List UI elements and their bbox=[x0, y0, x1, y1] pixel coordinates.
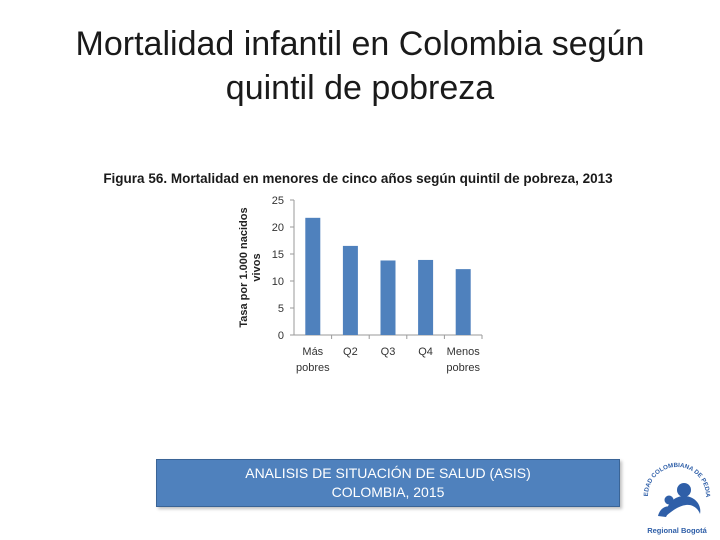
y-axis-label-line: Tasa por 1.000 nacidos bbox=[238, 207, 250, 327]
bar-2 bbox=[342, 245, 358, 335]
x-tick-label-line: pobres bbox=[296, 362, 330, 374]
logo-figure-large-head-icon bbox=[677, 483, 691, 497]
logo-figure-small-head-icon bbox=[664, 495, 674, 505]
x-tick-label: Q3 bbox=[381, 346, 396, 358]
y-axis-label-line: vivos bbox=[251, 253, 263, 281]
chart-bars bbox=[305, 217, 471, 335]
source-caption-box: ANALISIS DE SITUACIÓN DE SALUD (ASIS) CO… bbox=[156, 459, 620, 507]
y-axis-label-text: Tasa por 1.000 nacidosvivos bbox=[238, 207, 263, 327]
logo-figure-small-body-icon bbox=[658, 506, 672, 517]
slide-title-line-2: quintil de pobreza bbox=[225, 69, 495, 107]
x-tick-label-line: Menos bbox=[447, 346, 481, 358]
bar-4 bbox=[418, 259, 434, 335]
x-tick-labels: Más pobres Q2 Q3 Q4 Menos pobres bbox=[296, 346, 481, 374]
y-tick-label: 10 bbox=[272, 276, 284, 288]
x-tick-label: Más pobres bbox=[296, 346, 330, 374]
logo-caption: Regional Bogotá bbox=[647, 526, 707, 535]
svg-text:SOCIEDAD COLOMBIANA DE PEDIATR: SOCIEDAD COLOMBIANA DE PEDIATRÍA bbox=[636, 458, 711, 498]
y-tick-label: 20 bbox=[272, 222, 284, 234]
x-tick-label-line: Q3 bbox=[381, 346, 396, 358]
y-tick-label: 15 bbox=[272, 249, 284, 261]
slide-title: Mortalidad infantil en Colombia según qu… bbox=[20, 22, 700, 110]
y-tick-label: 25 bbox=[272, 195, 284, 207]
bar-1 bbox=[305, 217, 321, 335]
logo-figure-large-body-icon bbox=[666, 496, 701, 516]
x-tick-label-line: pobres bbox=[446, 362, 480, 374]
slide-title-line-1: Mortalidad infantil en Colombia según bbox=[75, 25, 645, 63]
y-tick-labels: 0 5 10 15 20 25 bbox=[272, 195, 284, 342]
source-caption-line-2: COLOMBIA, 2015 bbox=[331, 484, 445, 500]
x-tick-label-line: Más bbox=[302, 346, 323, 358]
society-logo: SOCIEDAD COLOMBIANA DE PEDIATRÍA Regiona… bbox=[636, 458, 711, 535]
x-tick-label: Q4 bbox=[418, 346, 433, 358]
y-axis-label: Tasa por 1.000 nacidosvivos bbox=[238, 207, 263, 327]
bar-5 bbox=[455, 269, 471, 335]
logo-ring-text: SOCIEDAD COLOMBIANA DE PEDIATRÍA bbox=[636, 458, 711, 498]
chart-title: Figura 56. Mortalidad en menores de cinc… bbox=[103, 171, 613, 186]
x-tick-label: Q2 bbox=[343, 346, 358, 358]
source-caption-line-1: ANALISIS DE SITUACIÓN DE SALUD (ASIS) bbox=[245, 465, 531, 481]
x-tick-label-line: Q4 bbox=[418, 346, 433, 358]
bar-3 bbox=[380, 260, 396, 335]
y-tick-label: 0 bbox=[278, 330, 284, 342]
x-tick-label: Menos pobres bbox=[446, 346, 480, 374]
x-tick-label-line: Q2 bbox=[343, 346, 358, 358]
y-tick-label: 5 bbox=[278, 303, 284, 315]
